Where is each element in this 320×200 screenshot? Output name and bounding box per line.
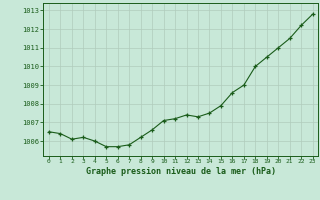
X-axis label: Graphe pression niveau de la mer (hPa): Graphe pression niveau de la mer (hPa) xyxy=(86,167,276,176)
